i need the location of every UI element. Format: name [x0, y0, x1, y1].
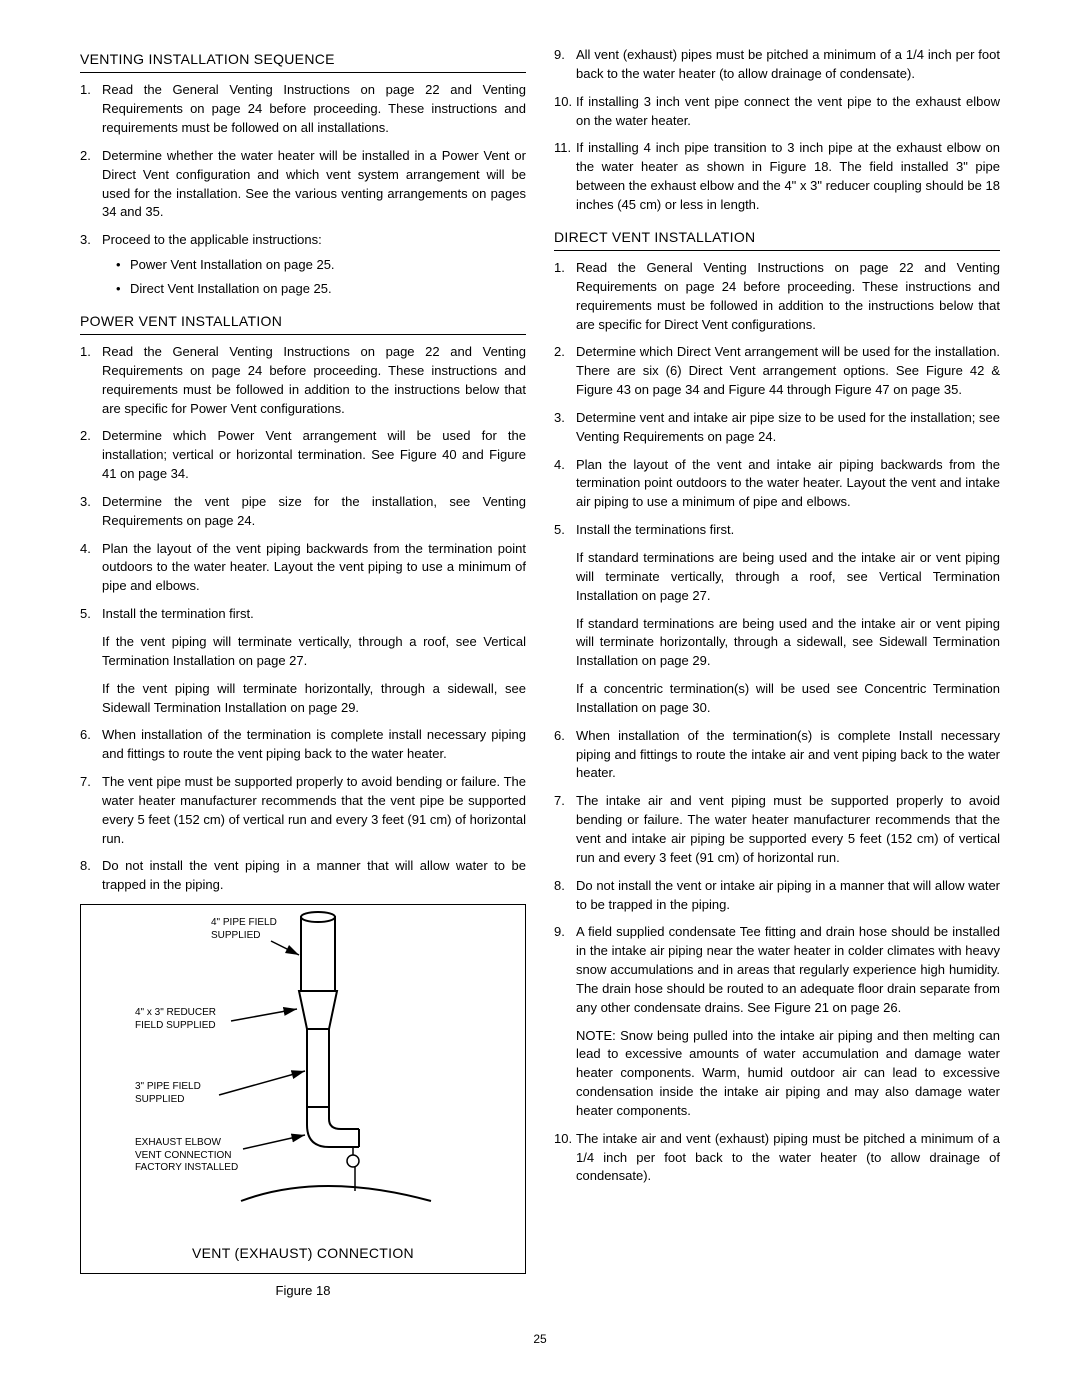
right-column: All vent (exhaust) pipes must be pitched…: [554, 46, 1000, 1301]
list-item: Read the General Venting Instructions on…: [80, 343, 526, 418]
list-item: When installation of the termination is …: [80, 726, 526, 764]
list-item: Plan the layout of the vent and intake a…: [554, 456, 1000, 513]
list-text: Determine which Direct Vent arrangement …: [576, 344, 1000, 397]
figure-18-caption: Figure 18: [80, 1282, 526, 1301]
list-item: When installation of the termination(s) …: [554, 727, 1000, 784]
list-text: All vent (exhaust) pipes must be pitched…: [576, 47, 1000, 81]
list-para: If a concentric termination(s) will be u…: [576, 680, 1000, 718]
figure-18-title: VENT (EXHAUST) CONNECTION: [81, 1243, 525, 1263]
list-item: Do not install the vent piping in a mann…: [80, 857, 526, 895]
list-item: Install the terminations first. If stand…: [554, 521, 1000, 718]
list-text: Read the General Venting Instructions on…: [102, 82, 526, 135]
list-text: The intake air and vent (exhaust) piping…: [576, 1131, 1000, 1184]
list-para: If the vent piping will terminate horizo…: [102, 680, 526, 718]
heading-power-vent: POWER VENT INSTALLATION: [80, 311, 526, 335]
list-item: Determine which Power Vent arrangement w…: [80, 427, 526, 484]
list-text: Do not install the vent or intake air pi…: [576, 878, 1000, 912]
list-text: Read the General Venting Instructions on…: [102, 344, 526, 416]
list-item: Read the General Venting Instructions on…: [80, 81, 526, 138]
heading-venting-sequence: VENTING INSTALLATION SEQUENCE: [80, 49, 526, 73]
left-column: VENTING INSTALLATION SEQUENCE Read the G…: [80, 46, 526, 1301]
two-column-layout: VENTING INSTALLATION SEQUENCE Read the G…: [80, 46, 1000, 1301]
list-text: Install the termination first.: [102, 606, 254, 621]
list-item: A field supplied condensate Tee fitting …: [554, 923, 1000, 1120]
list-para: If standard terminations are being used …: [576, 549, 1000, 606]
list-item: Read the General Venting Instructions on…: [554, 259, 1000, 334]
list-text: Read the General Venting Instructions on…: [576, 260, 1000, 332]
list-text: The intake air and vent piping must be s…: [576, 793, 1000, 865]
bullet-list: Power Vent Installation on page 25. Dire…: [102, 256, 526, 299]
list-text: If installing 4 inch pipe transition to …: [576, 140, 1000, 212]
list-item: If installing 4 inch pipe transition to …: [554, 139, 1000, 214]
heading-direct-vent: DIRECT VENT INSTALLATION: [554, 227, 1000, 251]
list-para: If the vent piping will terminate vertic…: [102, 633, 526, 671]
list-text: Determine which Power Vent arrangement w…: [102, 428, 526, 481]
list-text: The vent pipe must be supported properly…: [102, 774, 526, 846]
list-item: The intake air and vent (exhaust) piping…: [554, 1130, 1000, 1187]
list-item: The intake air and vent piping must be s…: [554, 792, 1000, 867]
list-item: Determine whether the water heater will …: [80, 147, 526, 222]
list-item: Determine vent and intake air pipe size …: [554, 409, 1000, 447]
list-venting-sequence: Read the General Venting Instructions on…: [80, 81, 526, 298]
list-text: Install the terminations first.: [576, 522, 734, 537]
bullet-item: Power Vent Installation on page 25.: [116, 256, 526, 275]
list-text: Determine the vent pipe size for the ins…: [102, 494, 526, 528]
list-text: Plan the layout of the vent piping backw…: [102, 541, 526, 594]
list-text: When installation of the termination is …: [102, 727, 526, 761]
list-item: Determine which Direct Vent arrangement …: [554, 343, 1000, 400]
list-text: Determine whether the water heater will …: [102, 148, 526, 220]
list-para: NOTE: Snow being pulled into the intake …: [576, 1027, 1000, 1121]
list-item: Install the termination first. If the ve…: [80, 605, 526, 717]
list-item: Determine the vent pipe size for the ins…: [80, 493, 526, 531]
list-text: Do not install the vent piping in a mann…: [102, 858, 526, 892]
figure-18-box: 4" PIPE FIELD SUPPLIED 4" x 3" REDUCER F…: [80, 904, 526, 1274]
page-number: 25: [80, 1331, 1000, 1348]
list-item: Do not install the vent or intake air pi…: [554, 877, 1000, 915]
list-text: Proceed to the applicable instructions:: [102, 232, 322, 247]
list-power-vent: Read the General Venting Instructions on…: [80, 343, 526, 895]
list-direct-vent: Read the General Venting Instructions on…: [554, 259, 1000, 1186]
list-item: All vent (exhaust) pipes must be pitched…: [554, 46, 1000, 84]
list-text: Plan the layout of the vent and intake a…: [576, 457, 1000, 510]
list-item: Proceed to the applicable instructions: …: [80, 231, 526, 299]
list-para: If standard terminations are being used …: [576, 615, 1000, 672]
figure-18-svg: [91, 911, 471, 1211]
list-item: The vent pipe must be supported properly…: [80, 773, 526, 848]
list-power-vent-continued: All vent (exhaust) pipes must be pitched…: [554, 46, 1000, 215]
list-item: Plan the layout of the vent piping backw…: [80, 540, 526, 597]
list-text: Determine vent and intake air pipe size …: [576, 410, 1000, 444]
list-text: If installing 3 inch vent pipe connect t…: [576, 94, 1000, 128]
bullet-item: Direct Vent Installation on page 25.: [116, 280, 526, 299]
list-text: When installation of the termination(s) …: [576, 728, 1000, 781]
list-text: A field supplied condensate Tee fitting …: [576, 924, 1000, 1014]
list-item: If installing 3 inch vent pipe connect t…: [554, 93, 1000, 131]
